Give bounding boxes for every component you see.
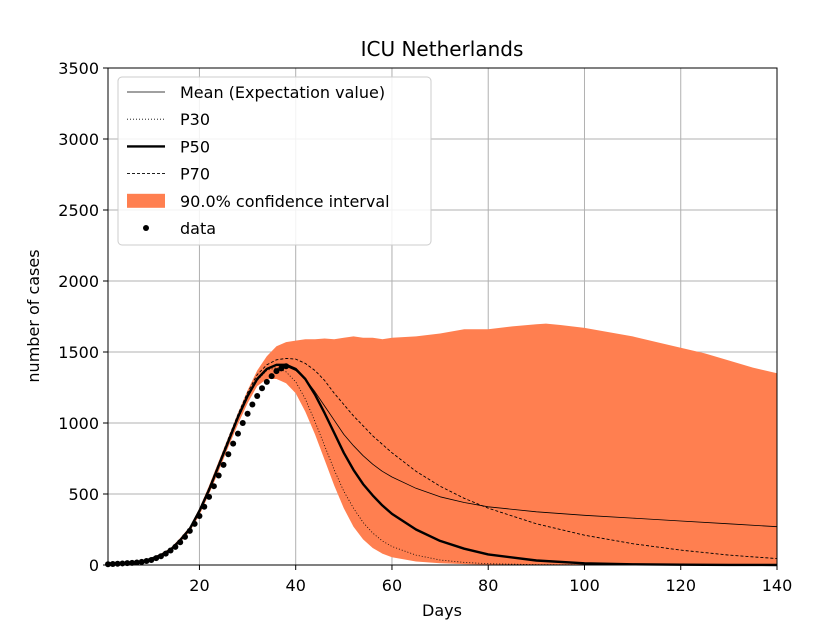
data-point bbox=[210, 483, 217, 490]
data-point bbox=[273, 368, 280, 375]
y-tick-label: 2500 bbox=[58, 201, 99, 220]
data-point bbox=[177, 539, 184, 546]
grid-lines bbox=[108, 67, 778, 566]
data-point bbox=[239, 420, 246, 426]
data-point bbox=[234, 430, 241, 437]
data-point bbox=[225, 451, 232, 458]
legend-entry: P30 bbox=[127, 110, 210, 129]
data-point bbox=[138, 558, 145, 565]
y-tick-label: 1000 bbox=[58, 414, 99, 433]
data-point bbox=[215, 472, 222, 479]
y-tick-label: 2000 bbox=[58, 272, 99, 291]
series-line-dashed bbox=[107, 357, 778, 564]
data-point bbox=[162, 550, 169, 557]
x-tick-label: 40 bbox=[286, 576, 306, 595]
data-point bbox=[278, 365, 285, 372]
data-point bbox=[182, 533, 189, 540]
axis-ticks: 20 40 60 80 100 120 140 0 500 1000 1500 2000 2500 300… bbox=[58, 59, 792, 595]
data-points bbox=[105, 363, 290, 568]
data-point bbox=[283, 363, 290, 370]
data-point bbox=[143, 558, 150, 565]
legend-entry: P70 bbox=[127, 165, 210, 184]
legend-label: P50 bbox=[180, 137, 210, 156]
data-point bbox=[153, 555, 160, 562]
x-axis-label: Days bbox=[422, 601, 462, 620]
y-tick-label: 3500 bbox=[58, 59, 99, 78]
legend-entry: 90.0% confidence interval bbox=[127, 192, 390, 211]
y-tick-label: 500 bbox=[68, 485, 99, 504]
data-point bbox=[133, 559, 140, 566]
data-point bbox=[196, 513, 203, 520]
chart-title: ICU Netherlands bbox=[361, 37, 524, 61]
x-tick-label: 100 bbox=[569, 576, 600, 595]
x-tick-label: 140 bbox=[762, 576, 793, 595]
data-point bbox=[244, 410, 251, 417]
legend-patch bbox=[127, 193, 165, 208]
series-line-dotted bbox=[107, 367, 777, 566]
legend-label: P70 bbox=[180, 165, 210, 184]
plot-frame bbox=[107, 67, 778, 566]
x-tick-label: 60 bbox=[382, 576, 402, 595]
data-point bbox=[129, 559, 136, 566]
data-point bbox=[148, 557, 155, 564]
legend-label: Mean (Expectation value) bbox=[180, 83, 385, 102]
data-point bbox=[172, 543, 179, 550]
data-point bbox=[249, 401, 256, 408]
data-point bbox=[167, 547, 174, 554]
y-tick-label: 0 bbox=[89, 556, 99, 575]
legend-label: data bbox=[180, 219, 216, 238]
legend-box bbox=[117, 76, 432, 246]
confidence-band-layer bbox=[108, 323, 777, 565]
legend-marker bbox=[143, 225, 149, 231]
data-point bbox=[201, 503, 208, 510]
data-point bbox=[263, 378, 270, 385]
data-point bbox=[157, 553, 164, 560]
data-point bbox=[230, 440, 237, 447]
y-axis-label: number of cases bbox=[24, 249, 43, 382]
x-tick-label: 120 bbox=[665, 576, 696, 595]
x-tick-label: 20 bbox=[189, 576, 209, 595]
legend-entry: P50 bbox=[127, 137, 210, 156]
x-tick-label: 80 bbox=[478, 576, 498, 595]
legend: Mean (Expectation value) P30 P50 P70 90.0% c… bbox=[117, 76, 432, 246]
y-tick-label: 3000 bbox=[58, 130, 99, 149]
data-point bbox=[206, 493, 213, 500]
y-tick-label: 1500 bbox=[58, 343, 99, 362]
legend-label: 90.0% confidence interval bbox=[180, 192, 390, 211]
data-point bbox=[109, 561, 116, 568]
legend-entry: data bbox=[143, 219, 216, 238]
data-point bbox=[186, 527, 193, 534]
legend-label: P30 bbox=[180, 110, 210, 129]
data-point bbox=[268, 373, 275, 380]
legend-entry: Mean (Expectation value) bbox=[127, 83, 385, 102]
data-point bbox=[191, 520, 198, 527]
data-point bbox=[254, 393, 261, 400]
data-point bbox=[259, 385, 266, 392]
confidence-interval-band bbox=[108, 323, 777, 565]
data-point bbox=[220, 461, 227, 468]
